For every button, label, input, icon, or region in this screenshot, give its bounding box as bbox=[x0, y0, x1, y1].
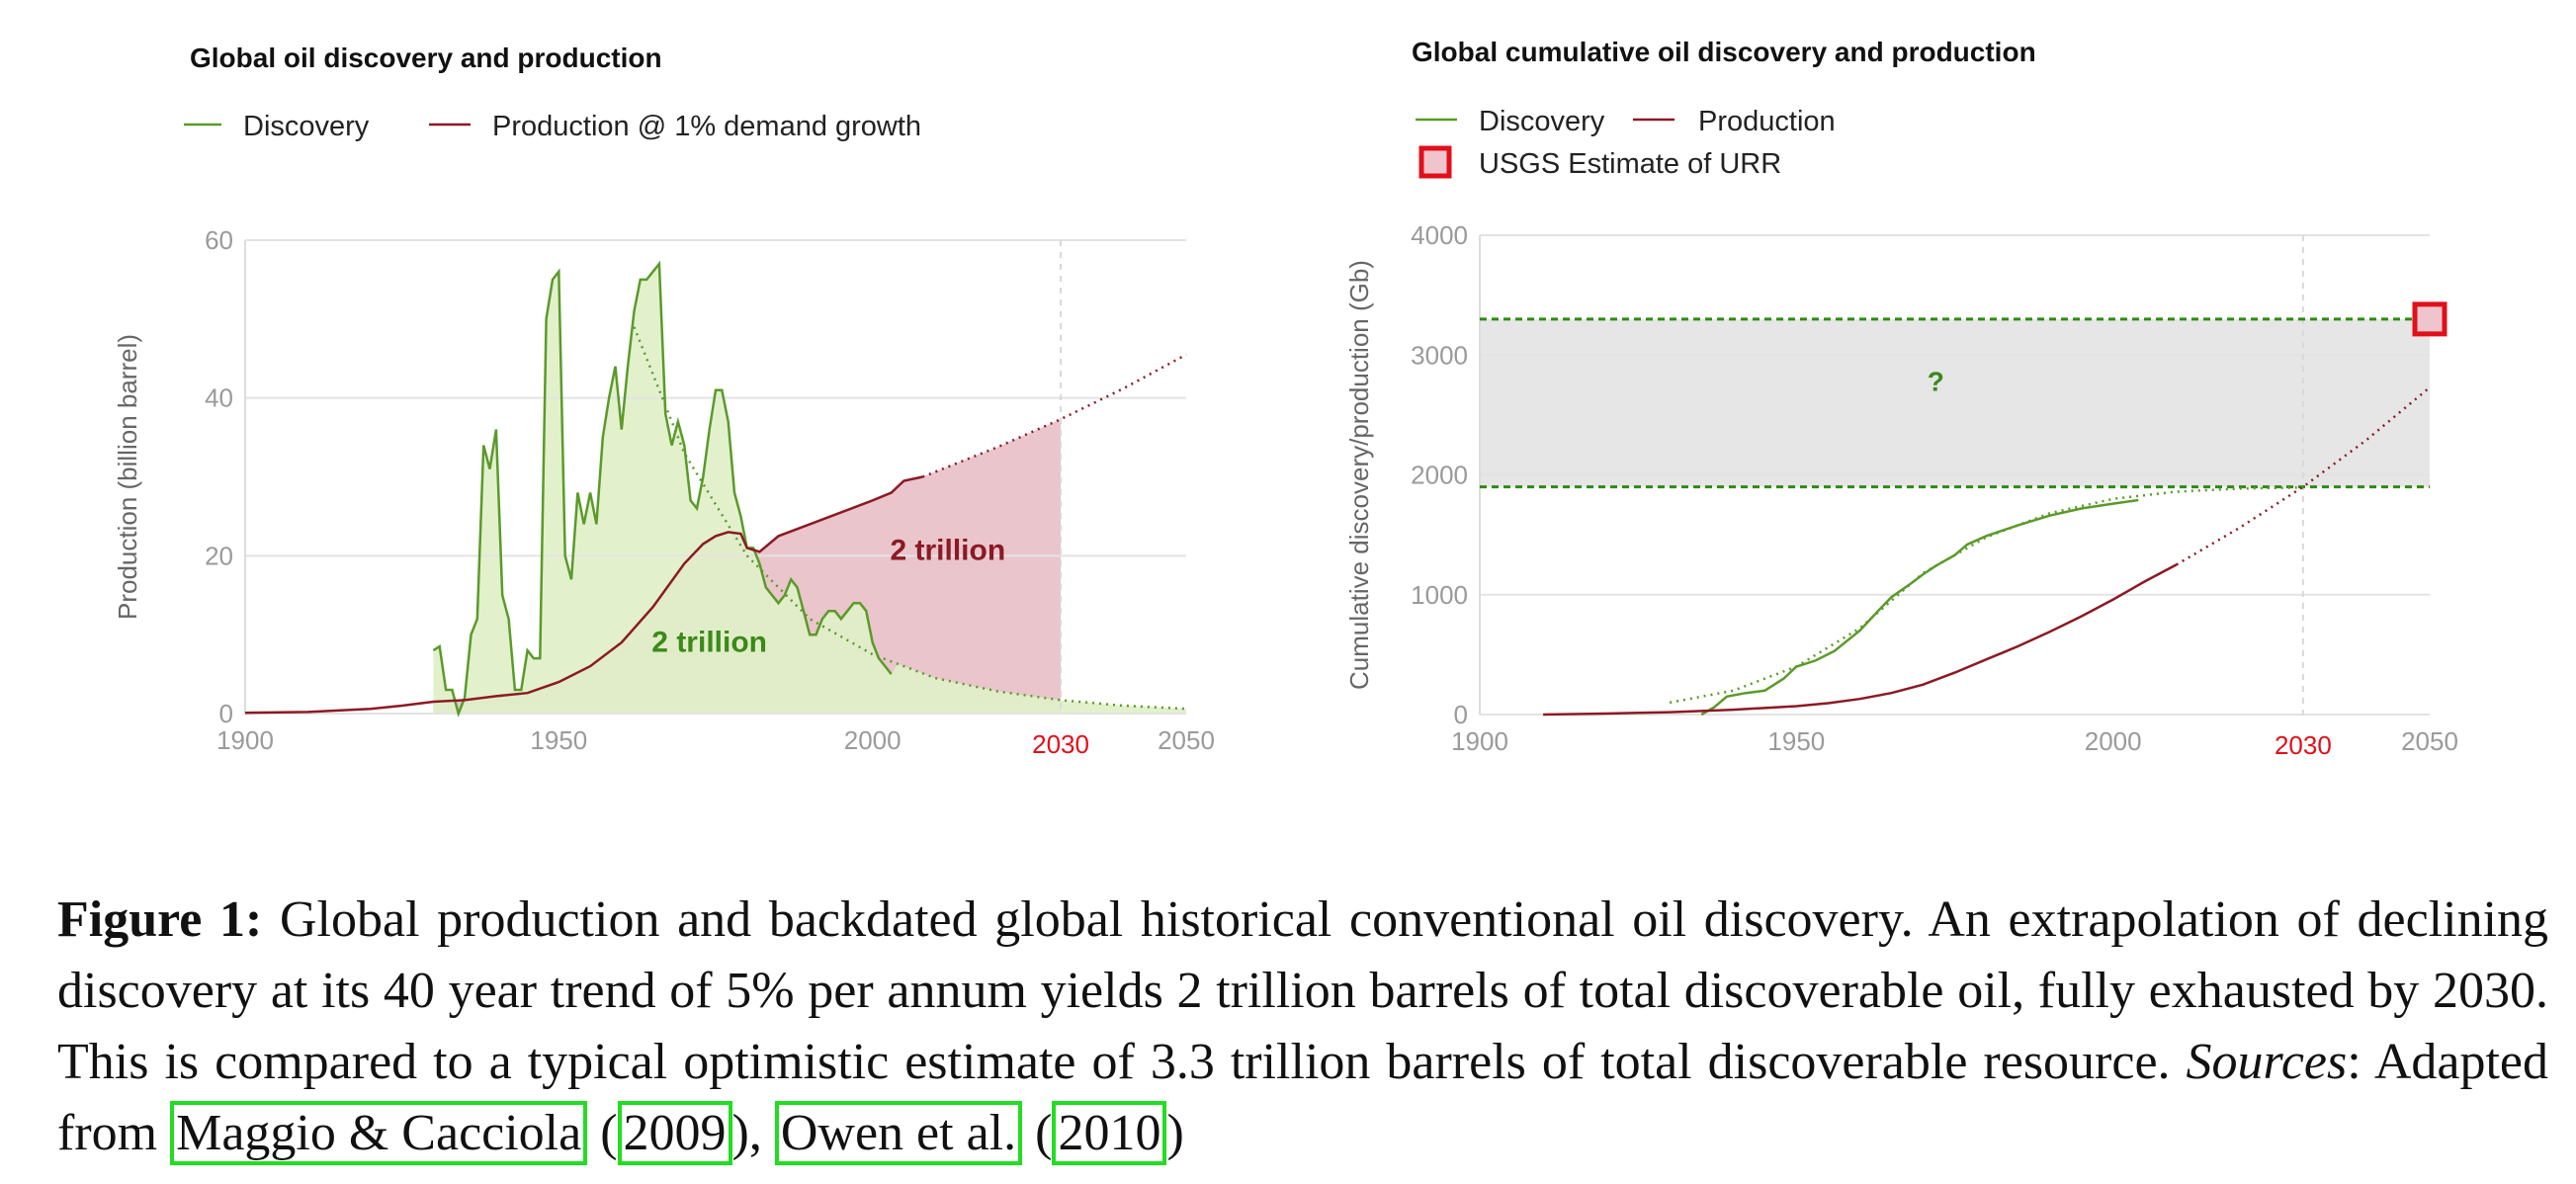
y-tick-label: 4000 bbox=[1411, 220, 1468, 250]
y-tick-label: 2000 bbox=[1411, 461, 1468, 490]
legend-label-discovery: Discovery bbox=[243, 111, 370, 142]
cumulative-discovery-line bbox=[1700, 498, 2139, 717]
production-line bbox=[244, 475, 923, 715]
discovery-extrapolation-line bbox=[633, 326, 1187, 711]
production-extrapolation-line bbox=[921, 353, 1187, 478]
usgs-urr-marker bbox=[2412, 301, 2447, 337]
y-tick-label: 20 bbox=[205, 541, 233, 570]
x-tick-label: 1900 bbox=[216, 725, 274, 755]
citation-owen-year[interactable]: 2010 bbox=[1052, 1101, 1167, 1165]
annotation-label-2: 2 trillion bbox=[651, 627, 767, 659]
legend-label-usgs: USGS Estimate of URR bbox=[1479, 148, 1781, 180]
x-tick-label: 2000 bbox=[2085, 726, 2142, 756]
y-axis-title: Production (billion barrel) bbox=[113, 334, 142, 620]
x-tick-label: 1950 bbox=[1767, 726, 1825, 756]
x-tick-label: 2000 bbox=[844, 725, 902, 755]
caption-label: Figure 1: bbox=[57, 891, 263, 948]
legend-label-discovery: Discovery bbox=[1479, 106, 1605, 137]
production-extrapolation-line bbox=[2176, 386, 2431, 566]
y-tick-label: 3000 bbox=[1411, 340, 1468, 370]
chart-title: Global cumulative oil discovery and prod… bbox=[1412, 37, 2036, 67]
legend-label-production: Production bbox=[1698, 106, 1836, 137]
y-axis-title: Cumulative discovery/production (Gb) bbox=[1344, 260, 1374, 690]
highlight-year-label: 2030 bbox=[1032, 729, 1089, 759]
y-tick-label: 60 bbox=[205, 225, 233, 255]
citation-maggio-year[interactable]: 2009 bbox=[617, 1101, 732, 1165]
x-tick-label: 2050 bbox=[2401, 726, 2458, 756]
caption-adapted: : Adapted from bbox=[57, 1034, 2548, 1161]
legend-label-production: Production @ 1% demand growth bbox=[492, 111, 921, 142]
cumulative-production-line bbox=[1543, 563, 2178, 717]
chart-discovery-production: 0 20 40 60 1900 1950 2000 2050 2030 Production (b… bbox=[113, 42, 1215, 759]
legend-swatch-usgs bbox=[1418, 145, 1452, 179]
figure-caption: Figure 1: Global production and backdate… bbox=[57, 885, 2548, 1169]
highlight-year-label: 2030 bbox=[2275, 730, 2332, 760]
y-tick-label: 40 bbox=[205, 383, 233, 413]
x-tick-label: 1950 bbox=[530, 725, 587, 755]
annotation-label-1: 2 trillion bbox=[890, 534, 1005, 566]
figure: 0 20 40 60 1900 1950 2000 2050 2030 Production (b… bbox=[113, 37, 2458, 760]
x-tick-label: 1900 bbox=[1451, 726, 1508, 756]
y-tick-label: 0 bbox=[1454, 700, 1468, 729]
citation-maggio-author[interactable]: Maggio & Cacciola bbox=[170, 1101, 588, 1165]
caption-body: Global production and backdated global h… bbox=[57, 891, 2549, 1090]
y-tick-label: 0 bbox=[219, 699, 233, 728]
y-tick-label: 1000 bbox=[1411, 580, 1468, 610]
chart-cumulative-discovery-production: 0 1000 2000 3000 4000 1900 1950 2000 2050 2030 Cum… bbox=[1344, 37, 2458, 760]
discovery-area bbox=[433, 264, 1186, 714]
citation-owen-author[interactable]: Owen et al. bbox=[774, 1101, 1023, 1165]
annotation-question-1: ? bbox=[1928, 367, 1944, 397]
x-tick-label: 2050 bbox=[1158, 725, 1215, 755]
discovery-line bbox=[432, 260, 893, 718]
chart-title: Global oil discovery and production bbox=[190, 42, 662, 73]
uncertainty-band bbox=[1480, 318, 2430, 487]
caption-sources-label: Sources bbox=[2186, 1034, 2348, 1090]
